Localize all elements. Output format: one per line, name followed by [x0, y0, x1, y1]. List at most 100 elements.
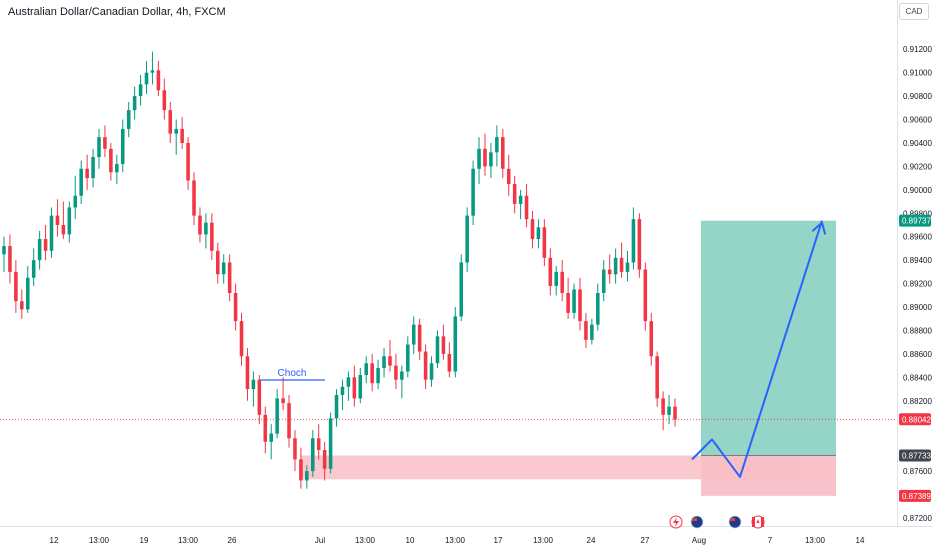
price-tick-label: 0.90800	[903, 92, 932, 101]
target-zone[interactable]	[701, 220, 836, 456]
zones-layer	[0, 220, 897, 496]
svg-text:0.88042: 0.88042	[902, 415, 931, 424]
candle	[643, 262, 648, 331]
candle	[441, 324, 446, 360]
candle	[67, 201, 72, 243]
time-tick-label: 13:00	[805, 536, 826, 545]
candle	[435, 330, 440, 368]
candle	[144, 60, 149, 94]
candle	[91, 148, 95, 188]
price-tags: 0.89737 0.88042 0.87733 0.87389	[899, 214, 931, 502]
candle	[501, 128, 505, 179]
candle	[257, 375, 262, 425]
price-tick-label: 0.88800	[903, 326, 932, 335]
price-tick-label: 0.88200	[903, 397, 932, 406]
candle	[31, 248, 36, 286]
lightning-icon[interactable]	[669, 515, 683, 529]
candle	[572, 283, 576, 319]
candle	[548, 248, 553, 296]
candle	[590, 318, 594, 345]
candle	[358, 367, 363, 404]
candle	[37, 230, 42, 270]
candle	[631, 207, 636, 270]
candle	[245, 348, 250, 401]
candle	[376, 359, 380, 390]
candle	[364, 356, 369, 384]
event-markers[interactable]	[669, 515, 765, 529]
arrow-head	[812, 221, 826, 235]
price-tag: 0.89737	[899, 214, 931, 227]
price-tick-label: 0.88400	[903, 373, 932, 382]
candle	[400, 365, 404, 399]
svg-text:0.89737: 0.89737	[902, 217, 931, 226]
time-tick-label: 13:00	[178, 536, 199, 545]
candle	[477, 137, 481, 184]
price-tick-label: 0.87600	[903, 467, 932, 476]
demand-zone[interactable]	[301, 455, 800, 480]
australia-flag-icon[interactable]	[690, 515, 704, 529]
price-tick-label: 0.89000	[903, 303, 932, 312]
candle	[655, 351, 659, 407]
candle	[287, 394, 291, 448]
price-tag: 0.87389	[899, 489, 931, 502]
candle	[174, 119, 178, 155]
price-axis[interactable]: 0.91200 0.91000 0.90800 0.90600 0.90400 0.902…	[903, 45, 932, 523]
price-tick-label: 0.89200	[903, 280, 932, 289]
candle	[667, 394, 671, 425]
currency-button[interactable]: CAD	[899, 3, 929, 20]
candle	[637, 213, 642, 278]
candle	[20, 289, 24, 319]
australia-flag-icon[interactable]	[728, 515, 742, 529]
candle	[275, 389, 279, 439]
candle	[536, 219, 541, 249]
time-axis[interactable]: 12 13:00 19 13:00 26 Jul 13:00 10 13:00 17 13:00 24…	[50, 536, 865, 545]
candle	[79, 160, 83, 204]
candle	[394, 353, 398, 390]
candle	[269, 424, 273, 460]
candle	[625, 250, 630, 282]
candle	[168, 101, 173, 143]
price-tick-label: 0.88600	[903, 350, 932, 359]
candle	[613, 248, 618, 284]
candle	[459, 254, 464, 322]
candle	[340, 379, 345, 411]
price-tick-label: 0.91000	[903, 69, 932, 78]
candle	[334, 389, 339, 427]
price-tick-label: 0.87200	[903, 514, 932, 523]
choch-label[interactable]: Choch	[278, 368, 307, 379]
price-tick-label: 0.90000	[903, 186, 932, 195]
time-tick-label: Aug	[692, 536, 706, 545]
candle	[578, 277, 582, 331]
candle	[566, 277, 570, 319]
candle	[370, 353, 374, 392]
time-tick-label: 13:00	[355, 536, 376, 545]
candle	[251, 371, 256, 407]
candle	[192, 172, 196, 226]
candle	[388, 339, 392, 372]
candle	[180, 117, 184, 149]
canada-flag-icon[interactable]	[751, 515, 765, 529]
projected-path[interactable]	[691, 220, 823, 478]
candle	[328, 412, 333, 474]
candle	[542, 219, 547, 267]
price-tick-label: 0.91200	[903, 45, 932, 54]
candle	[417, 318, 422, 360]
candle	[43, 225, 48, 261]
candle	[649, 312, 654, 366]
candle	[382, 348, 386, 378]
candle	[601, 260, 606, 302]
candle	[198, 207, 202, 243]
candle	[322, 441, 327, 481]
candle	[126, 101, 131, 138]
candle	[281, 377, 285, 411]
candle	[495, 125, 499, 167]
candle	[465, 207, 469, 272]
candle	[186, 137, 190, 190]
time-tick-label: 24	[587, 536, 596, 545]
candle	[233, 283, 238, 331]
candle	[138, 75, 143, 106]
price-tick-label: 0.89400	[903, 256, 932, 265]
candle	[489, 142, 493, 179]
price-tick-label: 0.90600	[903, 116, 932, 125]
